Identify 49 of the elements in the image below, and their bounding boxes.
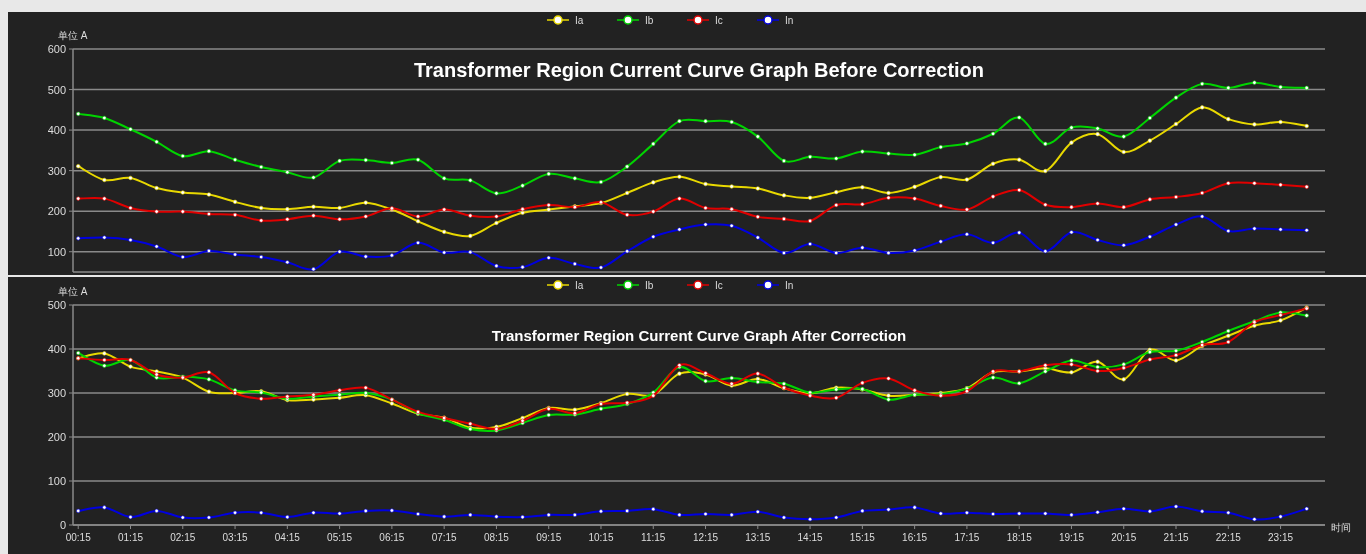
- x-tick-label: 21:15: [1163, 532, 1189, 543]
- y-axis-title: 单位 A: [58, 286, 88, 297]
- text: Transformer Region Current Curve Graph Before Correction: [413, 59, 985, 81]
- y-tick-label: 600: [47, 43, 66, 55]
- legend-label: In: [785, 15, 794, 26]
- x-tick-label: 14:15: [797, 532, 824, 543]
- legend-label: In: [785, 280, 794, 291]
- x-tick-label: 19:15: [1058, 532, 1085, 543]
- y-tick-label: 500: [47, 299, 66, 311]
- x-tick-label: 06:15: [379, 532, 405, 543]
- legend-label: Ib: [645, 280, 654, 291]
- x-tick-label: 02:15: [170, 532, 196, 543]
- x-tick-label: 00:15: [65, 532, 92, 543]
- y-tick-label: 0: [59, 519, 66, 531]
- legend-label: Ic: [715, 280, 723, 291]
- y-tick-label: 400: [47, 124, 66, 137]
- x-tick-label: 20:15: [1111, 532, 1137, 543]
- y-tick-label: 300: [47, 164, 66, 177]
- x-tick-label: 18:15: [1006, 532, 1033, 543]
- x-tick-label: 04:15: [274, 532, 301, 543]
- y-tick-label: 100: [47, 475, 66, 487]
- y-tick-label: 300: [47, 387, 66, 399]
- legend-label: Ib: [645, 15, 654, 26]
- x-tick-label: 15:15: [849, 532, 876, 543]
- text: Transformer Region Current Curve Graph After Correction: [491, 327, 907, 344]
- x-tick-label: 07:15: [431, 532, 458, 543]
- x-tick-label: 10:15: [588, 532, 614, 543]
- legend-label: Ic: [715, 15, 723, 26]
- x-tick-label: 08:15: [483, 532, 510, 543]
- x-tick-label: 03:15: [222, 532, 248, 543]
- legend-label: Ia: [575, 280, 584, 291]
- y-tick-label: 100: [47, 245, 66, 258]
- x-tick-label: 01:15: [117, 532, 144, 543]
- y-tick-label: 200: [47, 431, 66, 443]
- x-tick-label: 13:15: [745, 532, 771, 543]
- y-tick-label: 500: [47, 83, 66, 96]
- x-tick-label: 05:15: [327, 532, 353, 543]
- x-tick-label: 17:15: [954, 532, 980, 543]
- y-tick-label: 400: [47, 343, 66, 355]
- x-tick-label: 12:15: [693, 532, 719, 543]
- x-tick-label: 09:15: [536, 532, 562, 543]
- y-axis-title: 单位 A: [58, 30, 88, 41]
- legend-label: Ia: [575, 15, 584, 26]
- x-tick-label: 16:15: [902, 532, 928, 543]
- x-axis-title: 时间: [1331, 522, 1351, 533]
- x-tick-label: 22:15: [1215, 532, 1242, 543]
- x-tick-label: 11:15: [641, 532, 666, 543]
- y-tick-label: 200: [47, 205, 66, 218]
- x-tick-label: 23:15: [1268, 532, 1294, 543]
